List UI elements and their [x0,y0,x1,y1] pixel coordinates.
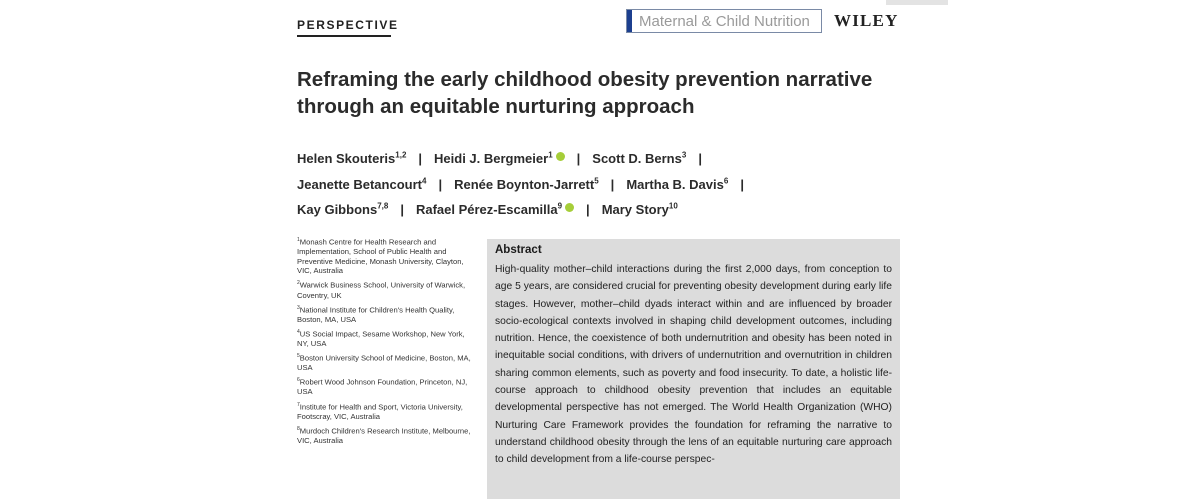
affiliation-item: 6Robert Wood Johnson Foundation, Princet… [297,376,477,397]
journal-name: Maternal & Child Nutrition [639,13,810,30]
article-type-underline [297,35,391,37]
affiliation-item: 1Monash Centre for Health Research and I… [297,236,477,276]
author-name[interactable]: Scott D. Berns3 [592,151,686,166]
journal-logo-bar [627,10,632,32]
author-name[interactable]: Rafael Pérez-Escamilla9 [416,202,574,217]
author-separator: | [698,148,702,170]
author-line: Kay Gibbons7,8 | Rafael Pérez-Escamilla9 | M… [297,196,897,221]
author-separator: | [577,148,581,170]
author-name[interactable]: Martha B. Davis6 [626,177,728,192]
author-separator: | [740,174,744,196]
author-separator: | [586,199,590,221]
affiliation-item: 5Boston University School of Medicine, B… [297,352,477,373]
affiliation-item: 7Institute for Health and Sport, Victori… [297,401,477,422]
author-name[interactable]: Kay Gibbons7,8 [297,202,388,217]
affiliation-item: 2Warwick Business School, University of … [297,279,477,300]
author-name[interactable]: Helen Skouteris1,2 [297,151,406,166]
affiliation-item: 8Murdoch Children's Research Institute, … [297,425,477,446]
article-type-label: PERSPECTIVE [297,18,399,32]
author-list: Helen Skouteris1,2 | Heidi J. Bergmeier1 | S… [297,145,897,221]
affiliation-list: 1Monash Centre for Health Research and I… [297,236,477,449]
author-name[interactable]: Mary Story10 [602,202,678,217]
corner-tab [886,0,948,5]
publisher-logo: WILEY [834,11,899,31]
author-separator: | [400,199,404,221]
abstract-heading: Abstract [495,242,892,259]
affiliation-item: 4US Social Impact, Sesame Workshop, New … [297,328,477,349]
author-separator: | [438,174,442,196]
orcid-icon[interactable] [556,152,565,161]
author-separator: | [418,148,422,170]
author-line: Helen Skouteris1,2 | Heidi J. Bergmeier1 | S… [297,145,897,170]
abstract-text: High-quality mother–child interactions d… [495,261,892,469]
author-name[interactable]: Renée Boynton-Jarrett5 [454,177,599,192]
author-name[interactable]: Jeanette Betancourt4 [297,177,426,192]
abstract-box: Abstract High-quality mother–child inter… [487,239,900,499]
affiliation-item: 3National Institute for Children's Healt… [297,304,477,325]
orcid-icon[interactable] [565,203,574,212]
author-separator: | [611,174,615,196]
author-line: Jeanette Betancourt4 | Renée Boynton-Jarre… [297,170,897,195]
article-title: Reframing the early childhood obesity pr… [297,66,897,120]
journal-logo: Maternal & Child Nutrition [626,9,822,33]
author-name[interactable]: Heidi J. Bergmeier1 [434,151,565,166]
